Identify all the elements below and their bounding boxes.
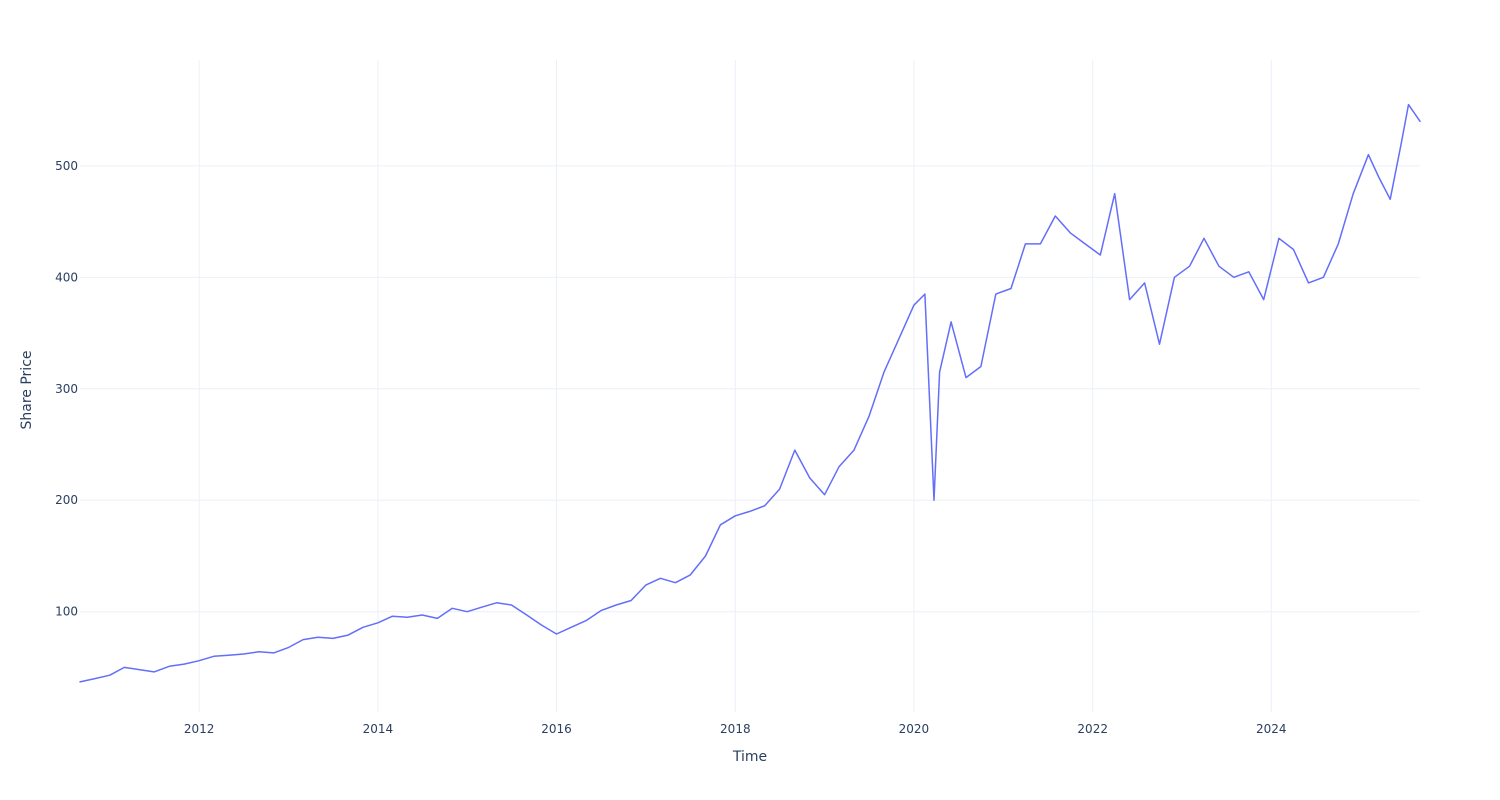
y-tick-label: 200: [55, 493, 78, 507]
y-axis-title: Share Price: [19, 350, 35, 429]
y-tick-label: 300: [55, 382, 78, 396]
grid: [80, 60, 1420, 712]
y-tick-label: 100: [55, 605, 78, 619]
x-tick-label: 2024: [1256, 722, 1287, 736]
tick-labels: 2012 2014 2016 2018 2020 2022 2024 100 200 300 400…: [55, 159, 1286, 736]
x-axis-title: Time: [732, 749, 767, 765]
x-tick-label: 2020: [899, 722, 930, 736]
x-tick-label: 2018: [720, 722, 751, 736]
series-line-share-price: [79, 103, 1421, 683]
y-tick-label: 500: [55, 159, 78, 173]
x-tick-label: 2012: [184, 722, 215, 736]
x-tick-label: 2022: [1077, 722, 1108, 736]
x-tick-label: 2014: [363, 722, 394, 736]
series-layer: [79, 103, 1421, 683]
x-tick-label: 2016: [541, 722, 572, 736]
y-tick-label: 400: [55, 270, 78, 284]
